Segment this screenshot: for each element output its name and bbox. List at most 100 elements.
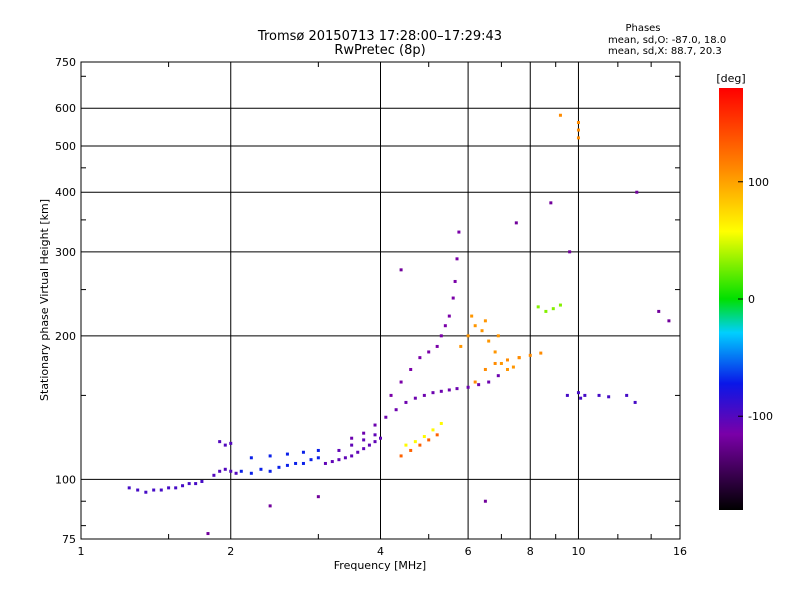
data-point (470, 314, 474, 318)
x-axis-label: Frequency [MHz] (334, 559, 426, 572)
data-point (373, 423, 377, 427)
y-tick-label: 300 (55, 246, 76, 259)
data-point (427, 438, 431, 442)
grid-lines (81, 62, 680, 539)
plot-frame (80, 61, 681, 540)
x-tick-label: 10 (571, 545, 585, 558)
data-point (514, 221, 518, 225)
data-point (418, 356, 422, 360)
y-tick-label: 600 (55, 102, 76, 115)
data-point (200, 479, 204, 483)
data-point (431, 428, 435, 432)
data-point (301, 461, 305, 465)
x-tick-label: 16 (673, 545, 687, 558)
data-point (480, 329, 484, 333)
data-point (558, 303, 562, 307)
data-point (268, 504, 272, 508)
data-point (517, 356, 521, 360)
data-point (181, 484, 185, 488)
data-point (239, 469, 243, 473)
data-point (422, 435, 426, 439)
data-point (483, 367, 487, 371)
data-point (447, 314, 451, 318)
data-point (268, 454, 272, 458)
data-point (558, 113, 562, 117)
data-point (568, 250, 572, 254)
data-point (466, 334, 470, 338)
data-point (493, 361, 497, 365)
data-point (413, 396, 417, 400)
data-point (435, 344, 439, 348)
data-point (667, 319, 671, 323)
data-point (427, 350, 431, 354)
x-tick-label: 1 (78, 545, 85, 558)
data-point (249, 471, 253, 475)
data-point (127, 486, 131, 490)
data-point (362, 431, 366, 435)
data-point (343, 456, 347, 460)
data-point (422, 393, 426, 397)
data-point (218, 440, 222, 444)
data-point (152, 488, 156, 492)
data-point (459, 344, 463, 348)
data-point (657, 309, 661, 313)
data-point (435, 433, 439, 437)
data-point (473, 380, 477, 384)
data-point (565, 393, 569, 397)
data-point (483, 319, 487, 323)
data-point (229, 469, 233, 473)
data-point (404, 400, 408, 404)
data-point (316, 448, 320, 452)
data-point (579, 396, 583, 400)
data-point (373, 440, 377, 444)
data-point (457, 230, 461, 234)
data-point (431, 391, 435, 395)
y-tick-label: 400 (55, 186, 76, 199)
y-axis-label: Stationary phase Virtual Height [km] (38, 199, 51, 401)
data-point (483, 499, 487, 503)
data-point (447, 388, 451, 392)
data-point (633, 400, 637, 404)
data-point (576, 121, 580, 125)
data-point (409, 448, 413, 452)
data-point (399, 268, 403, 272)
data-point (493, 350, 497, 354)
chart-title: Tromsø 20150713 17:28:00–17:29:43 (257, 29, 502, 44)
data-point (259, 467, 263, 471)
axis-ticks: 1 2 4 6 8 10 16 75 100 200 300 400 500 600 750 (55, 56, 687, 558)
data-point (394, 408, 398, 412)
data-point (249, 456, 253, 460)
data-point (330, 460, 334, 464)
data-point (409, 367, 413, 371)
data-point (144, 490, 148, 494)
data-point (206, 532, 210, 536)
x-tick-label: 2 (227, 545, 234, 558)
colorbar-tick-label: 0 (748, 293, 755, 306)
data-point (505, 367, 509, 371)
data-point (362, 447, 366, 451)
data-point (539, 351, 543, 355)
data-point (439, 421, 443, 425)
data-point (277, 465, 281, 469)
data-point (404, 443, 408, 447)
data-point (544, 309, 548, 313)
data-point (323, 461, 327, 465)
data-point (551, 307, 555, 311)
y-tick-label: 100 (55, 473, 76, 486)
data-point (597, 393, 601, 397)
colorbar-tick-label: -100 (748, 410, 773, 423)
data-point (294, 461, 298, 465)
data-point (528, 353, 532, 357)
data-point (455, 387, 459, 391)
data-point (399, 380, 403, 384)
x-tick-label: 6 (465, 545, 472, 558)
data-point (607, 395, 611, 399)
data-point (399, 454, 403, 458)
data-point (466, 385, 470, 389)
data-point (350, 436, 354, 440)
data-point (439, 389, 443, 393)
data-point (316, 495, 320, 499)
y-tick-label: 750 (55, 56, 76, 69)
data-point (350, 454, 354, 458)
